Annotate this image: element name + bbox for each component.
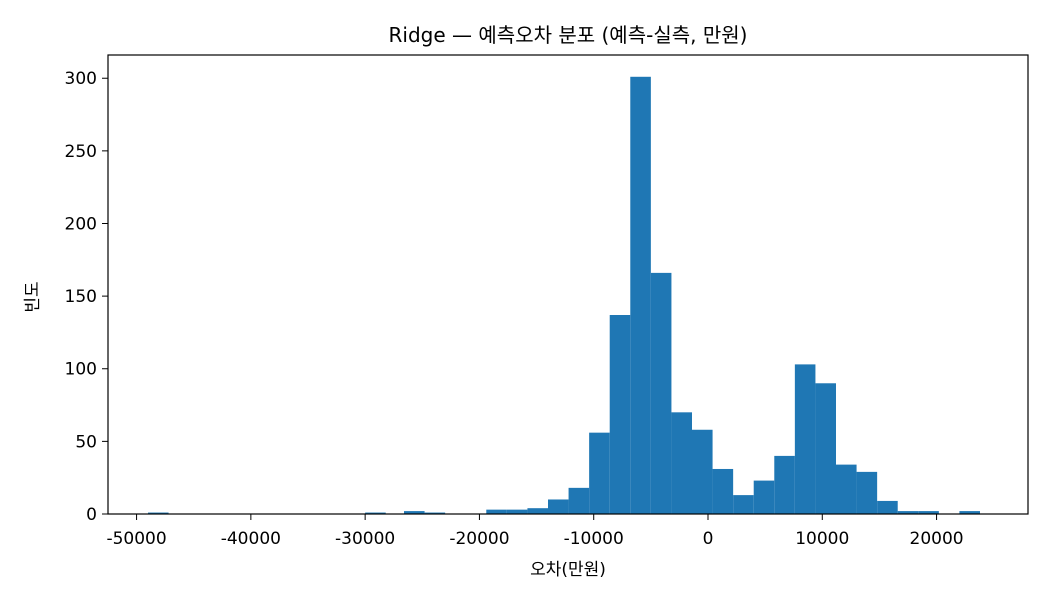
- histogram-bar-22: [836, 464, 857, 514]
- histogram-bar-9: [568, 487, 590, 514]
- y-tick-label: 0: [86, 505, 97, 525]
- histogram-bar-3: [404, 511, 425, 514]
- y-tick-label: 200: [65, 214, 97, 234]
- histogram-bar-17: [733, 495, 754, 514]
- x-tick-label: 0: [703, 529, 714, 549]
- y-tick-label: 100: [65, 360, 97, 380]
- x-tick-label: 20000: [910, 529, 964, 549]
- histogram-bar-25: [897, 511, 919, 514]
- x-tick-label: -10000: [564, 529, 624, 549]
- histogram-bar-6: [506, 509, 528, 514]
- histogram-bar-5: [486, 509, 507, 514]
- x-tick-label: -40000: [221, 529, 281, 549]
- histogram-bar-0: [148, 512, 169, 514]
- x-tick-label: 10000: [795, 529, 849, 549]
- histogram-bar-11: [609, 315, 631, 514]
- histogram-bar-21: [815, 383, 836, 514]
- y-axis-label: 빈도: [23, 281, 43, 312]
- histogram-bar-7: [527, 508, 548, 514]
- histogram-bar-24: [877, 500, 898, 514]
- y-tick-label: 50: [75, 432, 97, 452]
- x-tick-label: -30000: [335, 529, 395, 549]
- histogram-bar-18: [753, 480, 775, 514]
- histogram-bar-20: [794, 364, 816, 514]
- histogram-bar-23: [856, 471, 878, 514]
- histogram-bar-10: [589, 432, 610, 514]
- histogram-bar-2: [365, 512, 386, 514]
- x-axis-ticks: -50000 -40000 -30000 -20000 -10000 0 10000 2000…: [106, 514, 964, 549]
- bars-group: [148, 76, 980, 515]
- histogram-bar-12: [630, 76, 651, 515]
- histogram-bar-8: [548, 499, 569, 514]
- histogram-bar-27: [959, 511, 980, 514]
- histogram-bar-26: [918, 511, 939, 514]
- histogram-bar-13: [650, 272, 672, 514]
- y-tick-label: 250: [65, 142, 97, 162]
- y-axis-ticks: 0 50 100 150 200 250 300: [65, 69, 108, 525]
- histogram-bar-15: [692, 429, 713, 514]
- histogram-bar-14: [671, 412, 692, 514]
- x-tick-label: -20000: [449, 529, 509, 549]
- chart-title: Ridge — 예측오차 분포 (예측-실측, 만원): [389, 23, 748, 47]
- y-tick-label: 300: [65, 69, 97, 89]
- histogram-bar-19: [774, 455, 795, 514]
- plot-frame: [107, 54, 1029, 515]
- y-tick-label: 150: [65, 287, 97, 307]
- histogram-bar-16: [712, 468, 734, 514]
- x-tick-label: -50000: [106, 529, 166, 549]
- x-axis-label: 오차(만원): [530, 560, 606, 580]
- histogram-bar-4: [424, 512, 446, 514]
